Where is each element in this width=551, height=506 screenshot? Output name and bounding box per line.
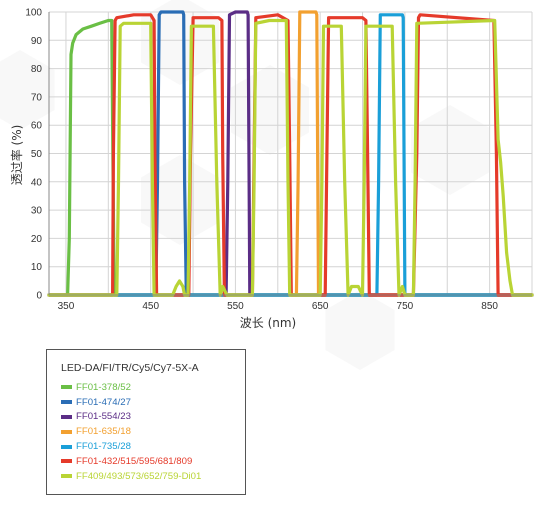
series-lines bbox=[47, 10, 534, 297]
legend-item: FF01-432/515/595/681/809 bbox=[61, 454, 201, 469]
legend-item: FF01-378/52 bbox=[61, 380, 201, 395]
x-tick-label: 750 bbox=[397, 301, 414, 312]
legend-item: FF409/493/573/652/759-Di01 bbox=[61, 469, 201, 484]
y-tick-label: 60 bbox=[31, 121, 43, 132]
legend-item: FF01-735/28 bbox=[61, 439, 201, 454]
x-tick-label: 350 bbox=[58, 301, 75, 312]
y-tick-label: 90 bbox=[31, 36, 43, 47]
y-tick-label: 100 bbox=[25, 8, 42, 19]
watermark-hexagon bbox=[141, 155, 219, 245]
legend-swatch bbox=[61, 385, 72, 390]
legend-swatch bbox=[61, 444, 72, 449]
legend-swatch bbox=[61, 474, 72, 479]
axes bbox=[48, 12, 532, 296]
y-tick-label: 10 bbox=[31, 262, 43, 273]
series-line bbox=[47, 10, 534, 297]
y-axis-label: 透过率 (%) bbox=[9, 125, 24, 186]
legend-label: FF01-432/515/595/681/809 bbox=[76, 455, 193, 467]
y-tick-label: 0 bbox=[36, 291, 42, 302]
series-line bbox=[47, 10, 534, 297]
legend-label: FF409/493/573/652/759-Di01 bbox=[76, 470, 202, 482]
legend-swatch bbox=[61, 400, 72, 405]
series-line bbox=[47, 13, 534, 297]
y-tick-label: 70 bbox=[31, 92, 43, 103]
x-axis-label: 波长 (nm) bbox=[240, 316, 296, 330]
series-line bbox=[47, 10, 534, 297]
legend-label: FF01-735/28 bbox=[76, 441, 131, 453]
watermark-hexagon bbox=[325, 290, 395, 370]
legend-swatch bbox=[61, 459, 72, 464]
legend-title: LED-DA/FI/TR/Cy5/Cy7-5X-A bbox=[61, 362, 199, 374]
legend-items: FF01-378/52 FF01-474/27 FF01-554/23 FF01-63… bbox=[61, 380, 201, 484]
legend-swatch bbox=[61, 414, 72, 419]
x-tick-labels: 350 450 550 650 750 850 bbox=[58, 301, 499, 312]
watermark-hexagon bbox=[411, 105, 489, 195]
legend-label: FF01-635/18 bbox=[76, 426, 131, 438]
legend-label: FF01-378/52 bbox=[76, 381, 131, 393]
y-tick-label: 80 bbox=[31, 64, 43, 75]
y-tick-label: 20 bbox=[31, 234, 43, 245]
y-tick-label: 30 bbox=[31, 206, 43, 217]
x-tick-label: 450 bbox=[142, 301, 159, 312]
y-tick-labels: 0 10 20 30 40 50 60 70 80 90 100 bbox=[25, 8, 42, 302]
legend: LED-DA/FI/TR/Cy5/Cy7-5X-A FF01-378/52 FF0… bbox=[46, 349, 246, 495]
y-tick-label: 40 bbox=[31, 177, 43, 188]
legend-label: FF01-474/27 bbox=[76, 396, 131, 408]
legend-item: FF01-635/18 bbox=[61, 424, 201, 439]
x-tick-label: 650 bbox=[312, 301, 329, 312]
plot-background bbox=[0, 0, 532, 370]
legend-label: FF01-554/23 bbox=[76, 411, 131, 423]
y-tick-label: 50 bbox=[31, 149, 43, 160]
legend-item: FF01-554/23 bbox=[61, 410, 201, 425]
legend-swatch bbox=[61, 429, 72, 434]
watermark-hexagon bbox=[0, 50, 55, 130]
x-tick-label: 850 bbox=[481, 301, 498, 312]
legend-item: FF01-474/27 bbox=[61, 395, 201, 410]
x-tick-label: 550 bbox=[227, 301, 244, 312]
